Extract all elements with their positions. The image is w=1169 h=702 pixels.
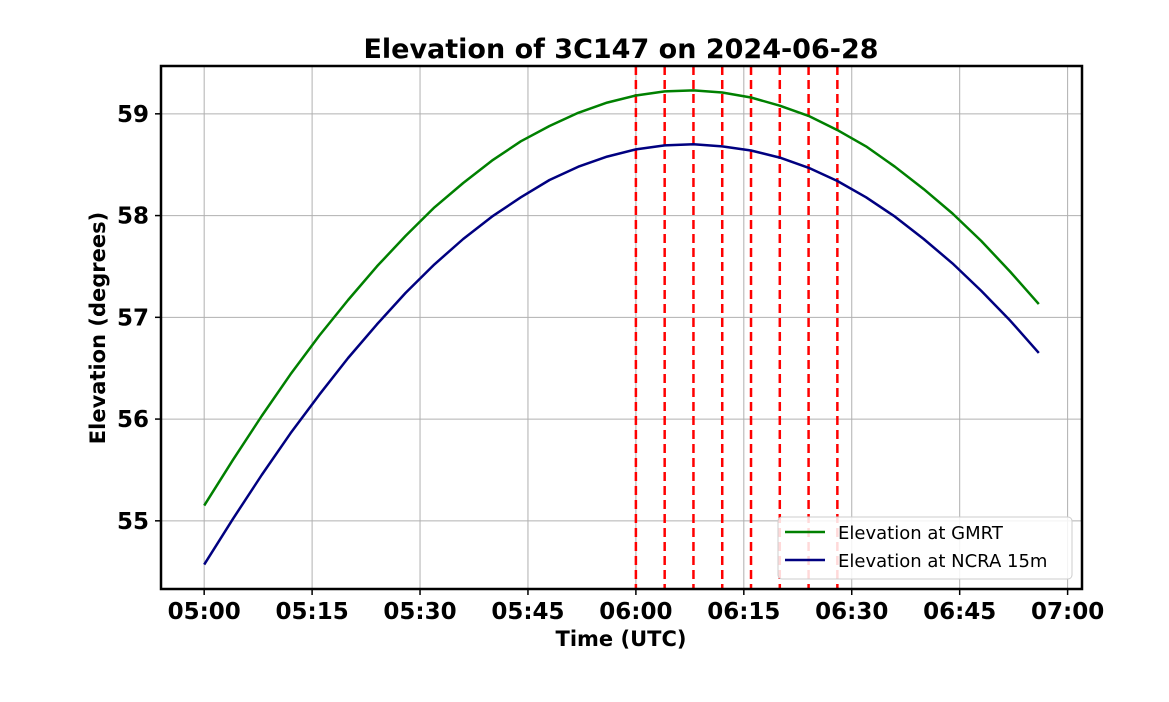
legend-box: [777, 516, 1073, 580]
y-tick-label: 58: [117, 204, 149, 230]
grid: [161, 66, 1082, 589]
y-tick-label: 57: [117, 305, 149, 331]
y-tick-label: 59: [117, 102, 149, 128]
legend-label-ncra: Elevation at NCRA 15m: [838, 551, 1047, 572]
x-tick-label: 05:00: [168, 599, 241, 625]
x-tick-label: 05:30: [383, 599, 456, 625]
y-axis-label: Elevation (degrees): [86, 212, 110, 444]
legend-label-gmrt: Elevation at GMRT: [838, 523, 1004, 544]
y-tick-label: 56: [117, 407, 149, 433]
vertical-markers: [634, 66, 839, 589]
series-lines: [203, 89, 1040, 566]
x-axis-ticks: 05:00 05:15 05:30 05:45 06:00 06:15 06:30 06:45…: [168, 589, 1104, 625]
x-tick-label: 06:15: [707, 599, 780, 625]
y-axis-ticks: 55 56 57 58 59: [117, 102, 161, 535]
y-tick-label: 55: [117, 509, 149, 535]
x-tick-label: 06:30: [815, 599, 888, 625]
x-tick-label: 06:45: [923, 599, 996, 625]
plot-frame: [159, 64, 1084, 591]
x-tick-label: 05:15: [275, 599, 348, 625]
x-tick-label: 07:00: [1031, 599, 1104, 625]
x-axis-label: Time (UTC): [556, 627, 687, 651]
series-line-ncra: [203, 143, 1040, 566]
chart-title: Elevation of 3C147 on 2024-06-28: [363, 34, 878, 65]
legend: Elevation at GMRT Elevation at NCRA 15m: [777, 516, 1073, 580]
x-tick-label: 06:00: [599, 599, 672, 625]
x-tick-label: 05:45: [491, 599, 564, 625]
series-line-gmrt: [203, 89, 1040, 507]
